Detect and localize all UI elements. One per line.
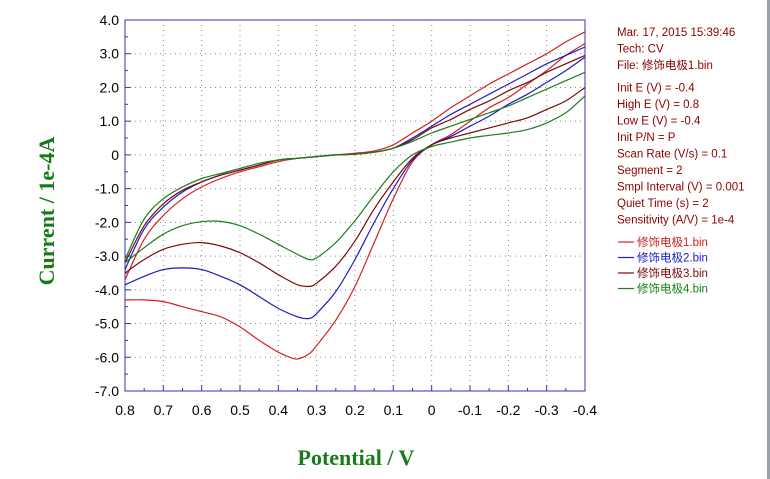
legend-label: 修饰电极3.bin bbox=[637, 266, 708, 280]
series-3-anodic-branch bbox=[124, 87, 586, 288]
legend-label: 修饰电极2.bin bbox=[637, 251, 708, 265]
legend-label: 修饰电极1.bin bbox=[637, 235, 708, 249]
x-tick-label: -0.1 bbox=[458, 402, 482, 418]
y-tick-label: -7.0 bbox=[95, 383, 119, 399]
y-tick-label: -4.0 bbox=[95, 282, 119, 298]
series-2-anodic-branch bbox=[124, 56, 586, 320]
y-tick-label: 3.0 bbox=[100, 46, 120, 62]
x-tick-labels: 0.8 0.7 0.6 0.5 0.4 0.3 0.2 0.1 0 -0.1 -0.2 -0.3 -0.… bbox=[115, 402, 597, 418]
info-line: Quiet Time (s) = 2 bbox=[617, 198, 709, 210]
info-line: Low E (V) = -0.4 bbox=[617, 116, 701, 128]
y-tick-label: 0 bbox=[111, 147, 119, 163]
y-tick-label: 4.0 bbox=[100, 12, 120, 28]
series-1-cathodic-branch bbox=[124, 31, 586, 280]
y-tick-label: 2.0 bbox=[100, 79, 120, 95]
x-tick-label: 0.7 bbox=[154, 402, 174, 418]
info-line: Scan Rate (V/s) = 0.1 bbox=[617, 149, 727, 161]
right-frame bbox=[767, 0, 770, 479]
x-tick-label: 0.6 bbox=[192, 402, 212, 418]
x-tick-label: 0.4 bbox=[269, 402, 289, 418]
y-tick-label: -2.0 bbox=[95, 214, 119, 230]
x-tick-label: -0.3 bbox=[535, 402, 559, 418]
info-line: File: 修饰电极1.bin bbox=[617, 58, 713, 72]
y-tick-label: 1.0 bbox=[100, 113, 120, 129]
info-line: Init P/N = P bbox=[617, 132, 676, 144]
y-tick-label: -5.0 bbox=[95, 316, 119, 332]
x-tick-label: -0.2 bbox=[496, 402, 520, 418]
series-4-anodic-branch bbox=[124, 95, 586, 264]
series-1 bbox=[124, 31, 586, 360]
x-tick-label: 0 bbox=[428, 402, 436, 418]
series-1-anodic-branch bbox=[124, 43, 586, 360]
info-line: Sensitivity (A/V) = 1e-4 bbox=[617, 215, 735, 227]
info-line: Tech: CV bbox=[617, 44, 664, 56]
info-line: Init E (V) = -0.4 bbox=[617, 83, 695, 95]
info-line: Segment = 2 bbox=[617, 165, 683, 177]
y-tick-label: -1.0 bbox=[95, 181, 119, 197]
x-tick-label: 0.2 bbox=[345, 402, 365, 418]
x-tick-label: -0.4 bbox=[573, 402, 597, 418]
y-tick-label: -3.0 bbox=[95, 248, 119, 264]
experiment-info: Mar. 17, 2015 15:39:46 Tech: CV File: 修饰电极… bbox=[617, 27, 745, 227]
x-tick-label: 0.5 bbox=[230, 402, 250, 418]
x-tick-label: 0.1 bbox=[384, 402, 404, 418]
y-axis-title: Current / 1e-4A bbox=[34, 137, 59, 286]
x-axis-title: Potential / V bbox=[298, 445, 415, 470]
info-line: Smpl Interval (V) = 0.001 bbox=[617, 182, 745, 194]
y-tick-labels: 4.0 3.0 2.0 1.0 0 -1.0 -2.0 -3.0 -4.0 -5.0 -6.0 -7.… bbox=[95, 12, 119, 399]
grid bbox=[125, 20, 585, 391]
series-4 bbox=[124, 71, 586, 264]
info-line: High E (V) = 0.8 bbox=[617, 99, 699, 111]
info-line: Mar. 17, 2015 15:39:46 bbox=[617, 27, 735, 39]
x-tick-label: 0.3 bbox=[307, 402, 327, 418]
y-tick-label: -6.0 bbox=[95, 349, 119, 365]
series-4-cathodic-branch bbox=[124, 71, 586, 260]
x-tick-label: 0.8 bbox=[115, 402, 135, 418]
legend-label: 修饰电极4.bin bbox=[637, 282, 708, 296]
series-lines bbox=[124, 31, 586, 360]
